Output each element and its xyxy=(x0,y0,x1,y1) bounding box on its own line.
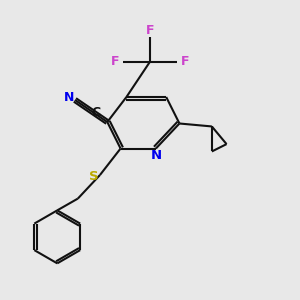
Text: N: N xyxy=(151,148,162,161)
Text: F: F xyxy=(111,55,119,68)
Text: S: S xyxy=(89,170,98,183)
Text: N: N xyxy=(64,91,74,104)
Text: F: F xyxy=(146,24,155,37)
Text: F: F xyxy=(181,55,189,68)
Text: C: C xyxy=(92,106,101,119)
